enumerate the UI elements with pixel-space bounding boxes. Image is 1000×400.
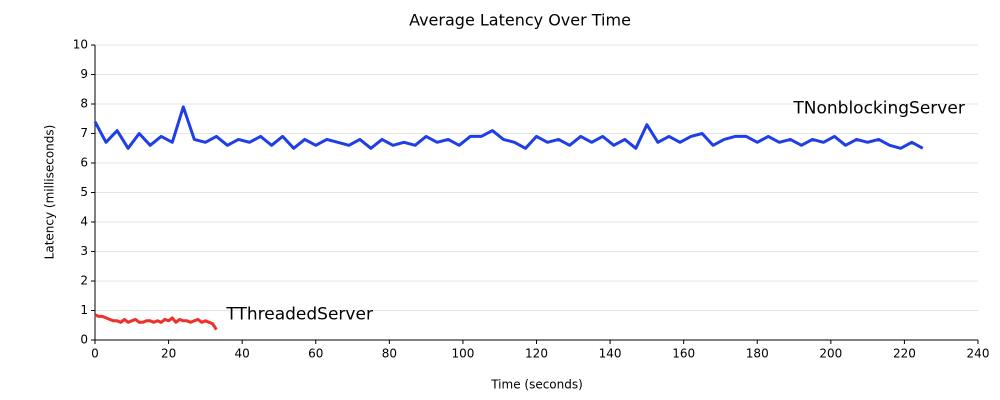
x-tick-label: 220: [893, 347, 916, 361]
y-tick-label: 4: [80, 215, 88, 229]
chart-title: Average Latency Over Time: [409, 11, 631, 30]
x-tick-label: 40: [235, 347, 250, 361]
x-tick-label: 200: [819, 347, 842, 361]
y-tick-label: 10: [73, 38, 88, 52]
y-tick-label: 7: [80, 126, 88, 140]
y-tick-label: 0: [80, 333, 88, 347]
y-tick-label: 6: [80, 156, 88, 170]
y-tick-label: 9: [80, 67, 88, 81]
x-tick-label: 60: [308, 347, 323, 361]
y-tick-label: 5: [80, 185, 88, 199]
x-tick-label: 140: [599, 347, 622, 361]
y-tick-label: 3: [80, 244, 88, 258]
x-tick-label: 120: [525, 347, 548, 361]
y-tick-label: 8: [80, 97, 88, 111]
series-label: TNonblockingServer: [792, 98, 964, 118]
y-tick-label: 1: [80, 303, 88, 317]
x-axis-label: Time (seconds): [490, 378, 583, 392]
y-axis-label: Latency (milliseconds): [43, 125, 57, 260]
x-tick-label: 80: [382, 347, 397, 361]
x-tick-label: 0: [91, 347, 99, 361]
series-label: TThreadedServer: [225, 305, 373, 325]
x-tick-label: 180: [746, 347, 769, 361]
x-tick-label: 100: [451, 347, 474, 361]
series-line: [93, 105, 924, 150]
x-tick-label: 240: [967, 347, 990, 361]
series-line: [94, 313, 218, 331]
y-tick-label: 2: [80, 274, 88, 288]
x-tick-label: 160: [672, 347, 695, 361]
x-tick-label: 20: [161, 347, 176, 361]
